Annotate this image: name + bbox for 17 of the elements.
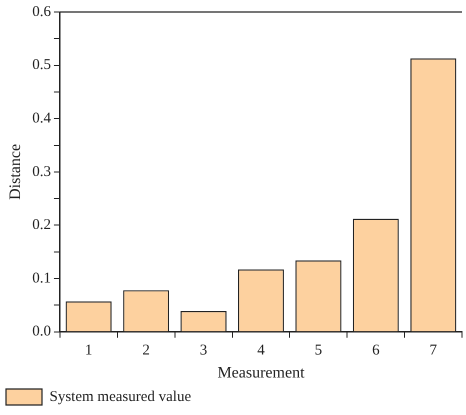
y-tick-label: 0.3 — [32, 164, 51, 180]
x-tick-label: 7 — [430, 342, 438, 359]
x-tick-label: 2 — [142, 342, 150, 359]
y-tick-label: 0.5 — [32, 57, 51, 74]
y-tick-label: 0.6 — [32, 4, 52, 20]
x-tick-label: 5 — [314, 342, 322, 359]
x-axis-title: Measurement — [217, 364, 306, 382]
x-tick-label: 1 — [84, 342, 92, 359]
y-tick-label: 0.0 — [32, 324, 51, 340]
y-tick-label: 0.2 — [32, 217, 51, 234]
x-tick-label: 3 — [200, 342, 208, 359]
legend-label: System measured value — [50, 388, 192, 405]
y-axis-title: Distance — [6, 144, 24, 200]
x-tick-label: 6 — [372, 342, 380, 359]
x-tick-label: 4 — [257, 342, 266, 359]
y-tick-label: 0.4 — [32, 110, 52, 127]
y-tick-label: 0.1 — [32, 270, 51, 286]
